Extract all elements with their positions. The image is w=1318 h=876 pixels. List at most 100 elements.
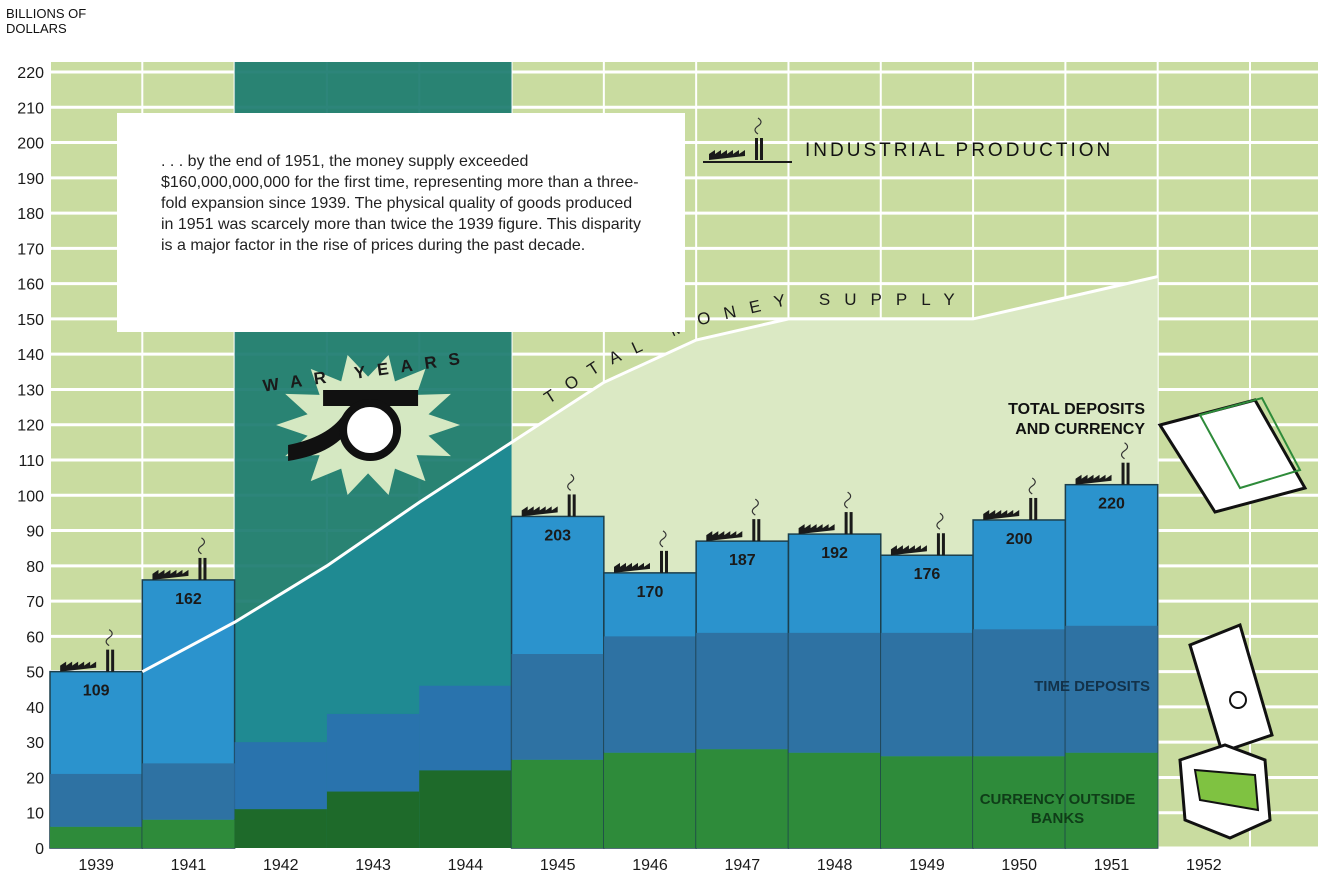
chimney bbox=[1029, 497, 1033, 520]
chimney bbox=[941, 533, 945, 556]
y-tick-label: 210 bbox=[17, 100, 44, 117]
y-tick-label: 200 bbox=[17, 136, 44, 153]
x-tick-label: 1943 bbox=[355, 857, 391, 874]
legend-time-deposits: TIME DEPOSITS bbox=[1034, 678, 1150, 695]
chimney bbox=[757, 519, 761, 542]
factory-icon bbox=[152, 537, 207, 580]
y-tick-label: 80 bbox=[26, 559, 44, 576]
smoke bbox=[844, 491, 852, 509]
currency-segment bbox=[880, 756, 974, 848]
chimney bbox=[665, 550, 668, 573]
factory-shape bbox=[798, 524, 835, 535]
legend-currency: CURRENCY OUTSIDE BANKS bbox=[979, 791, 1136, 827]
currency-segment bbox=[419, 770, 512, 848]
chimney bbox=[203, 557, 207, 580]
time-deposits-segment bbox=[234, 742, 327, 810]
legend-industrial-production: INDUSTRIAL PRODUCTION bbox=[805, 140, 1114, 161]
x-tick-label: 1947 bbox=[725, 857, 761, 874]
axis-title: BILLIONS OF DOLLARS bbox=[6, 6, 87, 36]
y-tick-label: 40 bbox=[26, 700, 44, 717]
x-tick-label: 1948 bbox=[817, 857, 853, 874]
factory-shape bbox=[1075, 474, 1112, 485]
smoke bbox=[936, 512, 944, 530]
y-tick-label: 170 bbox=[17, 241, 44, 258]
production-label: 176 bbox=[914, 566, 941, 583]
chimney bbox=[572, 494, 576, 517]
x-tick-label: 1942 bbox=[263, 857, 299, 874]
production-label: 162 bbox=[175, 591, 202, 608]
factory-shape bbox=[706, 531, 743, 542]
time-deposits-segment bbox=[973, 629, 1066, 757]
time-deposits-segment bbox=[142, 763, 235, 820]
y-tick-label: 190 bbox=[17, 171, 44, 188]
smoke bbox=[659, 530, 667, 548]
money-supply-line bbox=[141, 275, 1159, 673]
x-tick-label: 1950 bbox=[1001, 857, 1037, 874]
currency-segment bbox=[142, 819, 235, 848]
smoke bbox=[754, 117, 762, 135]
factory-shape bbox=[890, 545, 927, 556]
factory-shape bbox=[60, 661, 97, 672]
x-tick-label: 1941 bbox=[171, 857, 207, 874]
chimney bbox=[106, 649, 110, 672]
passbook-seal bbox=[1229, 691, 1247, 709]
annotation-box: . . . by the end of 1951, the money supp… bbox=[117, 113, 685, 332]
production-label: 203 bbox=[544, 527, 571, 544]
time-deposits-segment bbox=[880, 632, 974, 757]
time-deposits-segment bbox=[696, 632, 789, 750]
currency-segment bbox=[511, 759, 604, 848]
register-icon bbox=[1178, 743, 1272, 840]
time-deposits-segment bbox=[603, 636, 697, 753]
chimney bbox=[936, 533, 940, 556]
time-deposits-segment bbox=[788, 632, 881, 753]
y-tick-label: 140 bbox=[17, 347, 44, 364]
time-deposits-segment bbox=[419, 685, 512, 771]
y-tick-label: 100 bbox=[17, 488, 44, 505]
currency-segment bbox=[696, 749, 789, 848]
cannon-wheel bbox=[339, 399, 402, 461]
y-tick-label: 30 bbox=[26, 735, 44, 752]
chimney bbox=[1121, 462, 1125, 485]
factory-icon bbox=[60, 629, 115, 672]
chimney bbox=[660, 550, 663, 573]
cannon bbox=[288, 390, 419, 461]
currency-segment bbox=[326, 791, 420, 848]
chimney bbox=[1126, 462, 1130, 485]
y-tick-label: 150 bbox=[17, 312, 44, 329]
currency-segment bbox=[788, 752, 881, 848]
currency-segment bbox=[603, 752, 697, 848]
smoke bbox=[1028, 477, 1036, 495]
chimney bbox=[760, 138, 763, 160]
chimney bbox=[111, 649, 115, 672]
y-tick-label: 10 bbox=[26, 806, 44, 823]
y-tick-label: 20 bbox=[26, 770, 44, 787]
production-label: 192 bbox=[821, 545, 848, 562]
x-tick-label: 1939 bbox=[78, 857, 114, 874]
y-tick-label: 110 bbox=[18, 453, 44, 470]
time-deposits-segment bbox=[511, 654, 604, 760]
currency-segment bbox=[1065, 752, 1158, 848]
y-tick-label: 0 bbox=[35, 841, 44, 858]
factory-shape bbox=[152, 569, 189, 580]
factory-icon bbox=[1075, 442, 1130, 485]
passbook bbox=[1188, 622, 1274, 754]
x-tick-label: 1951 bbox=[1094, 857, 1130, 874]
factory-icon bbox=[614, 530, 668, 573]
passbook-icon bbox=[1188, 622, 1274, 754]
factory-icon bbox=[890, 512, 945, 556]
currency-segment bbox=[50, 826, 143, 848]
factory-icon bbox=[983, 477, 1038, 520]
time-deposits-segment bbox=[1065, 625, 1158, 753]
factory-shape bbox=[614, 562, 650, 573]
register-panel bbox=[1193, 768, 1260, 812]
y-tick-label: 160 bbox=[17, 277, 44, 294]
time-deposits-segment bbox=[50, 773, 143, 827]
time-deposits-segment bbox=[326, 713, 420, 792]
chimney bbox=[755, 138, 758, 160]
smoke bbox=[751, 498, 759, 516]
production-label: 220 bbox=[1098, 496, 1125, 513]
chimney bbox=[1034, 497, 1038, 520]
currency-segment bbox=[234, 809, 327, 848]
factory-icon bbox=[798, 491, 853, 535]
